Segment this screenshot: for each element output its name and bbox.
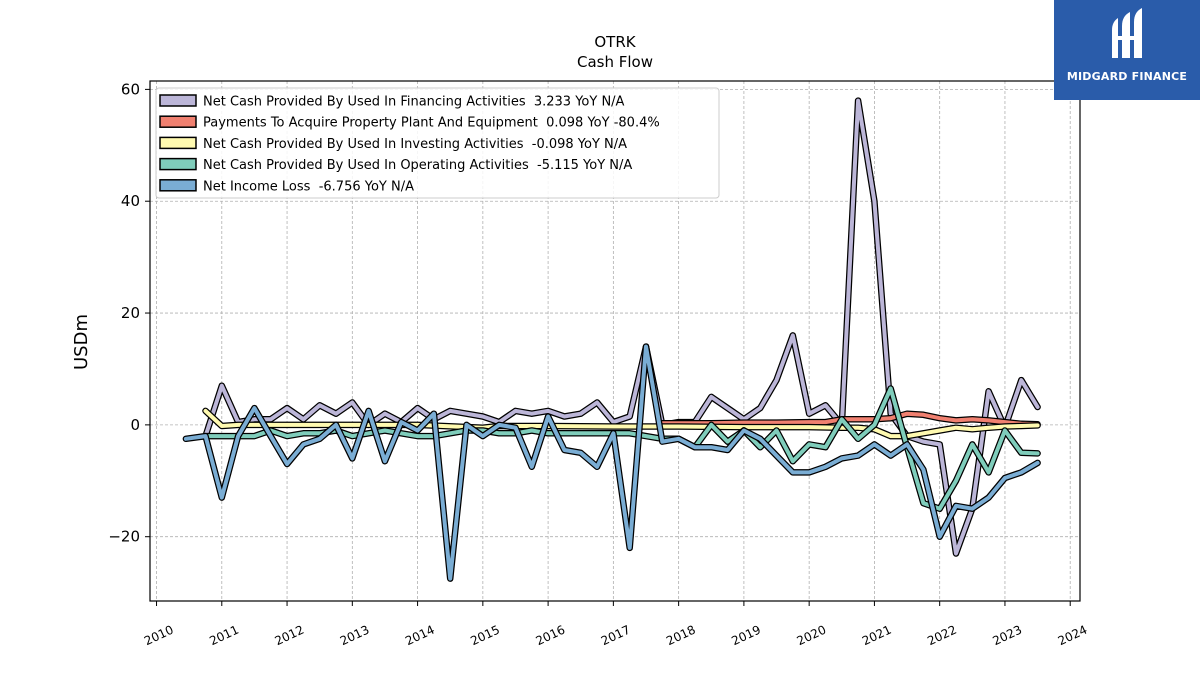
x-tick-label: 2022 [925,623,959,649]
chart-subtitle: Cash Flow [577,53,653,71]
chart-title: OTRK [594,33,636,51]
series-line [202,407,1041,440]
x-tick-label: 2010 [142,623,176,649]
x-tick-label: 2018 [664,623,698,649]
x-tick-label: 2014 [403,623,437,649]
legend-swatch [159,115,197,128]
x-tick-label: 2015 [468,623,502,649]
legend-entry-label: Net Cash Provided By Used In Operating A… [203,158,632,173]
legend-box [155,87,720,199]
y-axis-label: USDm [71,314,92,370]
y-tick-label: 0 [130,416,140,434]
x-tick-label: 2012 [273,623,307,649]
plot-frame [149,80,1081,602]
y-tick-label: 20 [121,304,140,322]
legend-entry-label: Net Cash Provided By Used In Investing A… [203,137,627,152]
x-tick-label: 2016 [534,623,568,649]
legend-swatch [159,157,197,171]
y-tick-label: −20 [108,528,140,546]
legend-swatch [159,136,197,150]
legend-swatch [159,94,197,107]
x-tick-label: 2013 [338,623,372,649]
series-line-stroke [183,344,1040,581]
y-tick-label: 40 [121,192,140,210]
brand-logo: MIDGARD FINANCE [1054,0,1200,100]
y-tick-label: 60 [121,80,140,98]
brand-name: MIDGARD FINANCE [1066,70,1188,83]
legend-entry-label: Net Income Loss -6.756 YoY N/A [203,179,414,194]
brand-logo-icon [1112,8,1142,58]
legend-swatch [159,179,197,192]
legend-entry-label: Net Cash Provided By Used In Financing A… [203,95,625,110]
series-line [182,343,1041,582]
x-tick-label: 2024 [1056,623,1090,649]
x-tick-label: 2021 [860,623,894,649]
series-lines [182,97,1041,582]
x-tick-label: 2023 [990,623,1024,649]
series-line [659,410,1041,428]
x-tick-label: 2020 [795,623,829,649]
series-line-stroke [203,386,1040,511]
series-line-stroke [660,411,1040,427]
x-tick-label: 2017 [599,623,633,649]
series-line [202,385,1041,512]
legend: Net Cash Provided By Used In Financing A… [155,87,720,199]
x-tick-label: 2019 [729,623,763,649]
legend-entry-label: Payments To Acquire Property Plant And E… [203,116,660,131]
series-line-stroke [203,408,1040,439]
x-tick-label: 2011 [207,623,241,649]
